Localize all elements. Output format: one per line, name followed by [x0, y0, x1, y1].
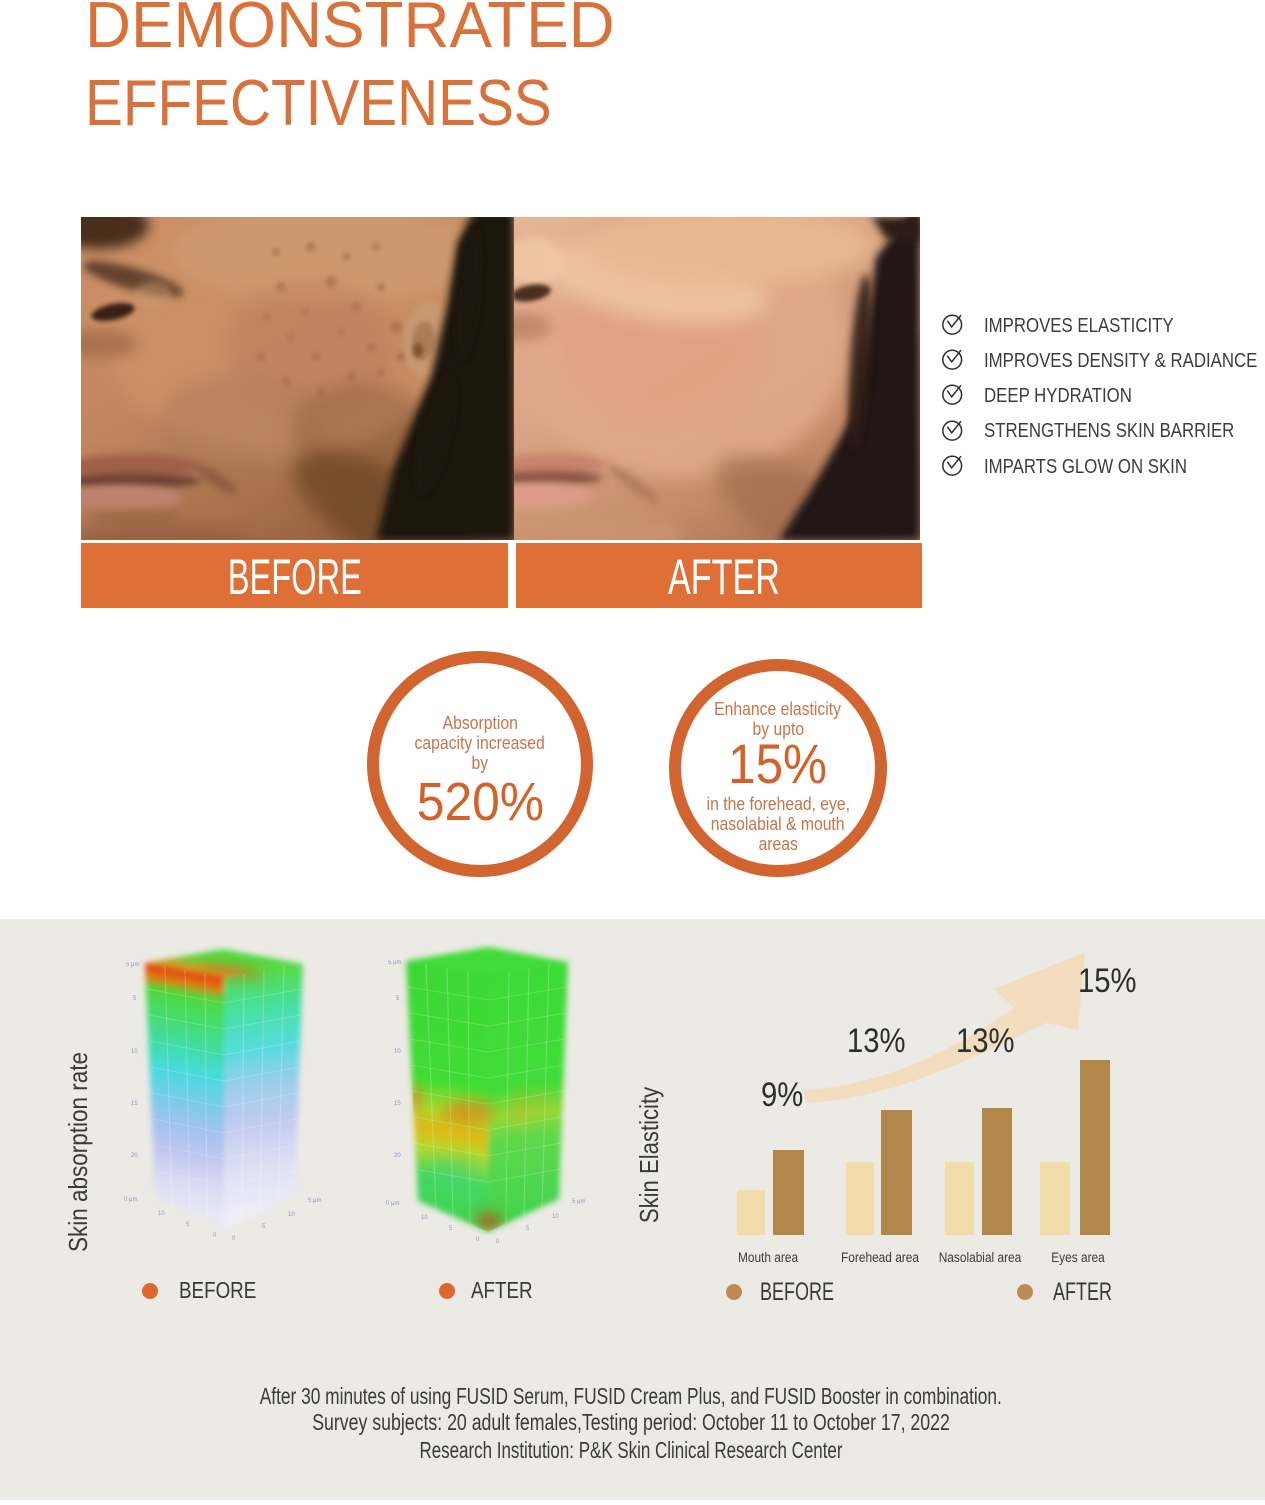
- svg-text:10: 10: [288, 1212, 295, 1218]
- svg-text:5 μm: 5 μm: [388, 960, 401, 966]
- svg-text:0: 0: [496, 1239, 500, 1245]
- svg-text:20: 20: [131, 1153, 138, 1159]
- svg-text:5 μm: 5 μm: [126, 962, 139, 968]
- svg-text:0: 0: [476, 1237, 480, 1243]
- svg-text:10: 10: [394, 1049, 401, 1055]
- svg-text:5: 5: [262, 1224, 266, 1230]
- svg-text:5: 5: [186, 1222, 190, 1228]
- svg-text:5 μm: 5 μm: [308, 1198, 321, 1204]
- svg-text:5: 5: [133, 996, 137, 1002]
- svg-text:0 μm: 0 μm: [386, 1201, 399, 1207]
- svg-text:5: 5: [526, 1226, 530, 1232]
- svg-text:10: 10: [552, 1214, 559, 1220]
- svg-text:0: 0: [213, 1233, 217, 1239]
- svg-text:20: 20: [394, 1153, 401, 1159]
- svg-text:0 μm: 0 μm: [124, 1197, 137, 1203]
- svg-text:15: 15: [394, 1101, 401, 1107]
- svg-text:10: 10: [421, 1215, 428, 1221]
- svg-text:10: 10: [158, 1211, 165, 1217]
- svg-text:15: 15: [131, 1101, 138, 1107]
- svg-text:10: 10: [131, 1049, 138, 1055]
- svg-text:5 μm: 5 μm: [572, 1199, 585, 1205]
- svg-text:5: 5: [396, 996, 400, 1002]
- svg-text:0: 0: [232, 1236, 236, 1242]
- svg-text:5: 5: [449, 1226, 453, 1232]
